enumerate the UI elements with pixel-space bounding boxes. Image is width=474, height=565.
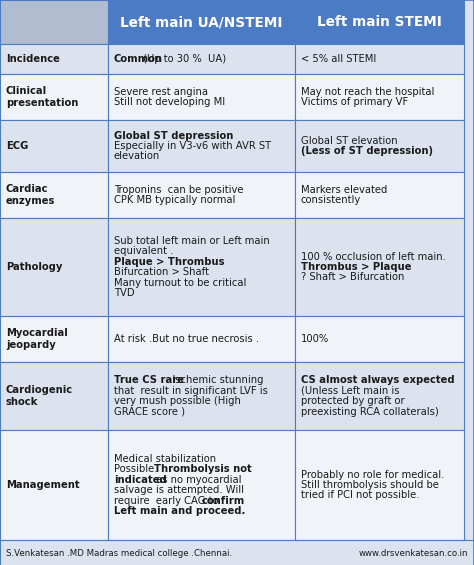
- Text: Left main UA/NSTEMI: Left main UA/NSTEMI: [120, 15, 283, 29]
- Text: Especially in V3-v6 with AVR ST: Especially in V3-v6 with AVR ST: [114, 141, 271, 151]
- Bar: [295, 44, 464, 74]
- Bar: [108, 316, 295, 362]
- Text: Clinical
presentation: Clinical presentation: [6, 86, 78, 108]
- Text: Incidence: Incidence: [6, 54, 60, 64]
- Text: May not reach the hospital: May not reach the hospital: [301, 87, 434, 97]
- Text: Troponins  can be positive: Troponins can be positive: [114, 185, 244, 195]
- Text: require  early CAG to: require early CAG to: [114, 496, 222, 506]
- Text: Pathology: Pathology: [6, 262, 63, 272]
- Text: Global ST depression: Global ST depression: [114, 131, 233, 141]
- Text: Global ST elevation: Global ST elevation: [301, 136, 398, 146]
- Text: True CS rare: True CS rare: [114, 375, 184, 385]
- Text: (Less of ST depression): (Less of ST depression): [301, 146, 433, 156]
- Bar: [295, 172, 464, 218]
- Text: Still thrombolysis should be: Still thrombolysis should be: [301, 480, 439, 490]
- Bar: [0, 172, 108, 218]
- Bar: [0, 120, 108, 172]
- Text: salvage is attempted. Will: salvage is attempted. Will: [114, 485, 244, 495]
- Text: S.Venkatesan .MD Madras medical college .Chennai.: S.Venkatesan .MD Madras medical college …: [6, 550, 232, 558]
- Text: Common: Common: [114, 54, 163, 64]
- Bar: [0, 44, 108, 74]
- Text: Thrombus > Plaque: Thrombus > Plaque: [301, 262, 411, 272]
- Text: ECG: ECG: [6, 141, 28, 151]
- Text: Probably no role for medical.: Probably no role for medical.: [301, 470, 444, 480]
- Text: elevation: elevation: [114, 151, 160, 162]
- Text: Cardiac
enzymes: Cardiac enzymes: [6, 184, 55, 206]
- Bar: [0, 316, 108, 362]
- Bar: [0, 74, 108, 120]
- Bar: [295, 120, 464, 172]
- Text: tried if PCI not possible.: tried if PCI not possible.: [301, 490, 419, 501]
- Text: Myocardial
jeopardy: Myocardial jeopardy: [6, 328, 68, 350]
- Text: < 5% all STEMI: < 5% all STEMI: [301, 54, 376, 64]
- Bar: [295, 362, 464, 430]
- Text: Plaque > Thrombus: Plaque > Thrombus: [114, 257, 225, 267]
- Bar: [295, 218, 464, 316]
- Bar: [295, 316, 464, 362]
- Text: .Ischemic stunning: .Ischemic stunning: [166, 375, 264, 385]
- Bar: [295, 430, 464, 540]
- Bar: [108, 74, 295, 120]
- Text: Cardiogenic
shock: Cardiogenic shock: [6, 385, 73, 407]
- Bar: [0, 218, 108, 316]
- Bar: [0, 362, 108, 430]
- Bar: [108, 44, 295, 74]
- Text: Left main STEMI: Left main STEMI: [317, 15, 442, 29]
- Text: Possible.: Possible.: [114, 464, 161, 475]
- Bar: [0, 430, 108, 540]
- Text: indicated: indicated: [114, 475, 167, 485]
- Text: protected by graft or: protected by graft or: [301, 396, 405, 406]
- Text: as no myocardial: as no myocardial: [153, 475, 241, 485]
- Bar: [108, 430, 295, 540]
- Text: 100 % occlusion of left main.: 100 % occlusion of left main.: [301, 251, 446, 262]
- Text: Management: Management: [6, 480, 80, 490]
- Text: www.drsvenkatesan.co.in: www.drsvenkatesan.co.in: [358, 550, 468, 558]
- Bar: [108, 172, 295, 218]
- Text: 100%: 100%: [301, 334, 329, 344]
- Text: Markers elevated: Markers elevated: [301, 185, 387, 195]
- Text: Sub total left main or Left main: Sub total left main or Left main: [114, 236, 270, 246]
- Text: confirm: confirm: [202, 496, 245, 506]
- Text: At risk .But no true necrosis .: At risk .But no true necrosis .: [114, 334, 259, 344]
- Text: very mush possible (High: very mush possible (High: [114, 396, 241, 406]
- Text: GRACE score ): GRACE score ): [114, 407, 185, 416]
- Text: preexisting RCA collaterals): preexisting RCA collaterals): [301, 407, 439, 416]
- Bar: [108, 218, 295, 316]
- Text: Still not developing MI: Still not developing MI: [114, 97, 225, 107]
- Text: Thrombolysis not: Thrombolysis not: [154, 464, 252, 475]
- Text: Bifurcation > Shaft: Bifurcation > Shaft: [114, 267, 209, 277]
- Text: equivalent .: equivalent .: [114, 246, 173, 257]
- Text: TVD: TVD: [114, 288, 135, 298]
- Bar: [0, 540, 474, 565]
- Text: (Unless Left main is: (Unless Left main is: [301, 386, 400, 396]
- Text: ? Shaft > Bifurcation: ? Shaft > Bifurcation: [301, 272, 404, 282]
- Text: consistently: consistently: [301, 195, 361, 205]
- Text: Severe rest angina: Severe rest angina: [114, 87, 208, 97]
- Text: CS almost always expected: CS almost always expected: [301, 375, 455, 385]
- Bar: [295, 0, 464, 44]
- Text: CPK MB typically normal: CPK MB typically normal: [114, 195, 236, 205]
- Text: Victims of primary VF: Victims of primary VF: [301, 97, 408, 107]
- Text: Many turnout to be critical: Many turnout to be critical: [114, 277, 246, 288]
- Text: (Up to 30 %  UA): (Up to 30 % UA): [140, 54, 226, 64]
- Bar: [108, 0, 295, 44]
- Text: Medical stabilization: Medical stabilization: [114, 454, 216, 464]
- Bar: [0, 0, 108, 44]
- Text: Left main and proceed.: Left main and proceed.: [114, 506, 246, 516]
- Bar: [295, 74, 464, 120]
- Bar: [108, 120, 295, 172]
- Text: that  result in significant LVF is: that result in significant LVF is: [114, 386, 268, 396]
- Bar: [108, 362, 295, 430]
